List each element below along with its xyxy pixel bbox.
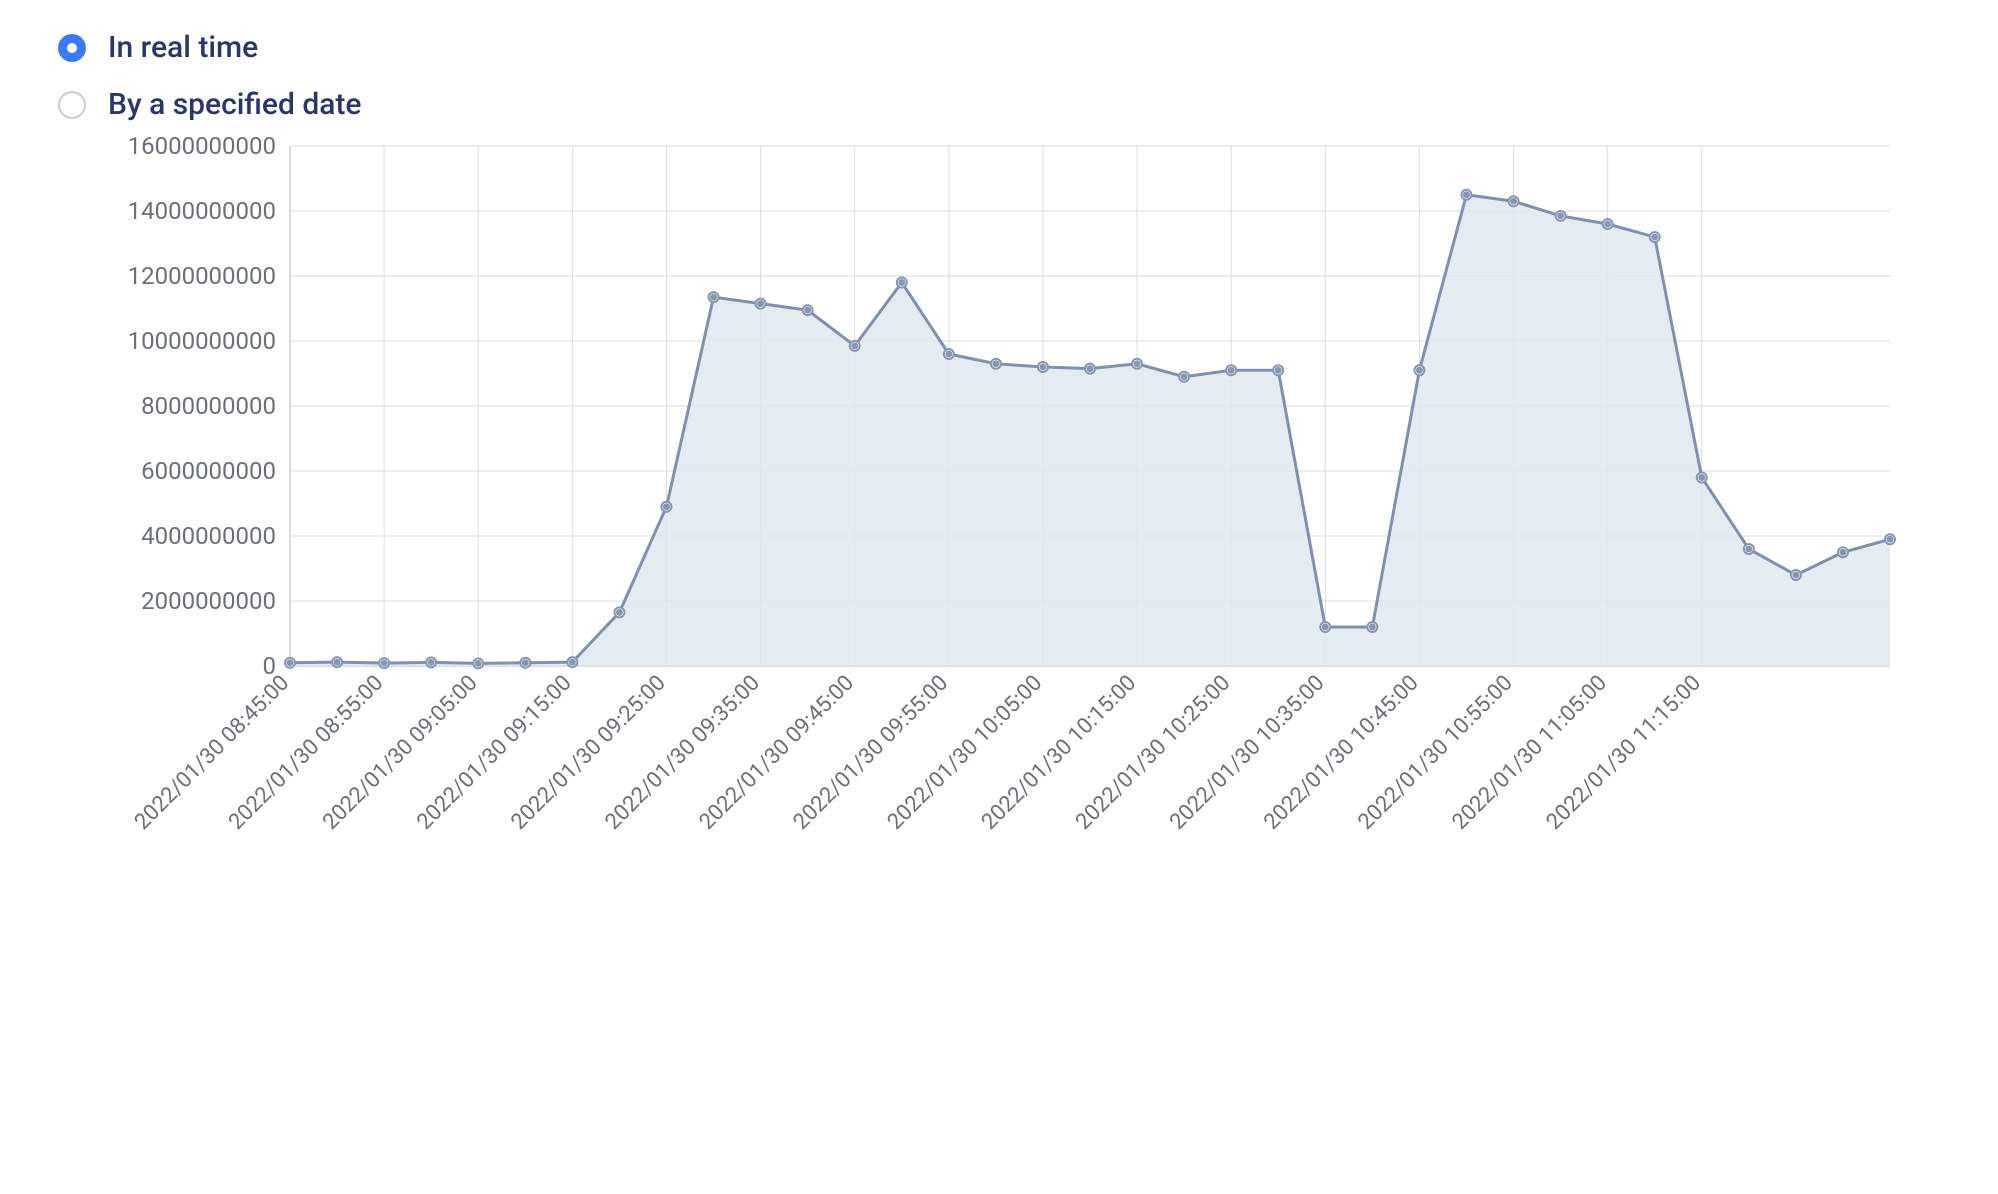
- svg-text:2022/01/30 09:15:00: 2022/01/30 09:15:00: [412, 671, 576, 835]
- traffic-chart: 0200000000040000000006000000000800000000…: [30, 136, 1958, 1056]
- svg-text:2022/01/30 10:35:00: 2022/01/30 10:35:00: [1165, 671, 1329, 835]
- radio-selected-icon: [58, 34, 86, 62]
- svg-text:2022/01/30 10:25:00: 2022/01/30 10:25:00: [1071, 671, 1235, 835]
- time-range-radio-group: In real time By a specified date: [58, 30, 1958, 122]
- svg-text:2022/01/30 09:05:00: 2022/01/30 09:05:00: [318, 671, 482, 835]
- chart-svg: 0200000000040000000006000000000800000000…: [30, 136, 1930, 1036]
- svg-text:10000000000: 10000000000: [128, 327, 276, 355]
- svg-text:2022/01/30 10:55:00: 2022/01/30 10:55:00: [1353, 671, 1517, 835]
- svg-text:4000000000: 4000000000: [141, 522, 276, 550]
- svg-text:14000000000: 14000000000: [128, 197, 276, 225]
- svg-text:12000000000: 12000000000: [128, 262, 276, 290]
- svg-text:6000000000: 6000000000: [141, 457, 276, 485]
- radio-unselected-icon: [58, 91, 86, 119]
- svg-text:2022/01/30 09:25:00: 2022/01/30 09:25:00: [506, 671, 670, 835]
- radio-in-real-time[interactable]: In real time: [58, 30, 1958, 65]
- svg-text:8000000000: 8000000000: [141, 392, 276, 420]
- svg-text:2022/01/30 08:45:00: 2022/01/30 08:45:00: [130, 671, 294, 835]
- svg-text:2000000000: 2000000000: [141, 587, 276, 615]
- svg-text:2022/01/30 09:55:00: 2022/01/30 09:55:00: [789, 671, 953, 835]
- radio-by-specified-date[interactable]: By a specified date: [58, 87, 1958, 122]
- radio-label-specified: By a specified date: [108, 87, 362, 122]
- svg-text:2022/01/30 09:45:00: 2022/01/30 09:45:00: [695, 671, 859, 835]
- svg-text:2022/01/30 11:15:00: 2022/01/30 11:15:00: [1542, 671, 1706, 835]
- radio-label-realtime: In real time: [108, 30, 258, 65]
- svg-text:2022/01/30 10:05:00: 2022/01/30 10:05:00: [883, 671, 1047, 835]
- svg-text:16000000000: 16000000000: [128, 136, 276, 160]
- svg-text:2022/01/30 11:05:00: 2022/01/30 11:05:00: [1448, 671, 1612, 835]
- svg-text:2022/01/30 10:15:00: 2022/01/30 10:15:00: [977, 671, 1141, 835]
- svg-text:2022/01/30 09:35:00: 2022/01/30 09:35:00: [601, 671, 765, 835]
- svg-text:2022/01/30 08:55:00: 2022/01/30 08:55:00: [224, 671, 388, 835]
- svg-text:2022/01/30 10:45:00: 2022/01/30 10:45:00: [1259, 671, 1423, 835]
